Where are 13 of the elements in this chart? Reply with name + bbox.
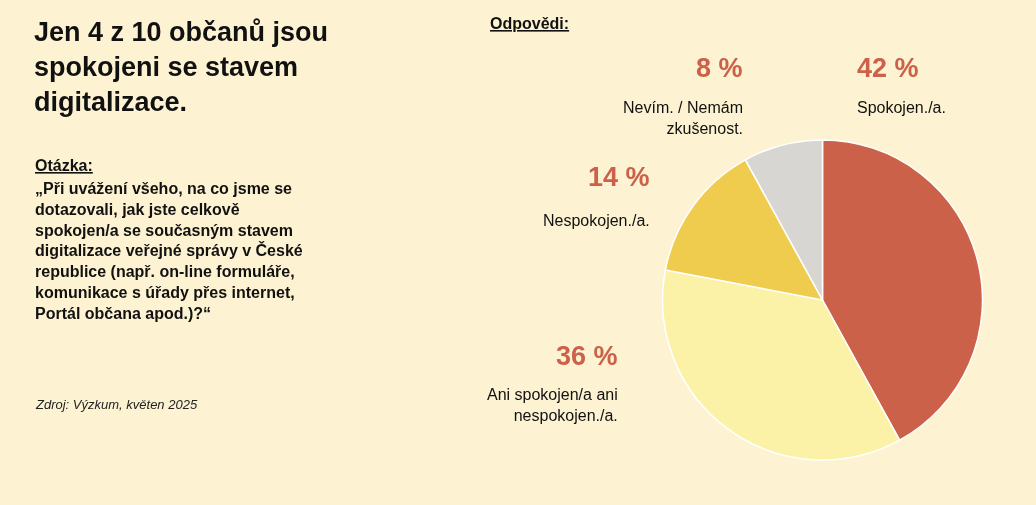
slice-label: Spokojen./a.	[857, 99, 946, 116]
slice-label: Nevím. / Nemám zkušenost.	[623, 99, 744, 137]
slice-label: Ani spokojen/a ani nespokojen./a.	[487, 386, 618, 424]
text: Zdroj: Výzkum, květen 2025	[35, 397, 198, 412]
text: Otázka:	[35, 157, 93, 174]
text: „Při uvážení všeho, na co jsme se dotazovali, jak jste celkově spokojen/a se současným stavem digitalizace veřejné správy v České republice (např. on-line formuláře, komunikace s úřady přes internet, Portál občana apod.)?“	[35, 180, 303, 322]
text: Odpovědi:	[490, 15, 570, 32]
data-label: 36 %	[556, 341, 618, 371]
slice-label: Nespokojen./a.	[543, 212, 650, 229]
data-label: 8 %	[696, 53, 743, 83]
data-label: 14 %	[588, 162, 650, 192]
text: Jen 4 z 10 občanů jsou spokojeni se stavem digitalizace.	[34, 17, 329, 118]
data-label: 42 %	[857, 53, 919, 83]
